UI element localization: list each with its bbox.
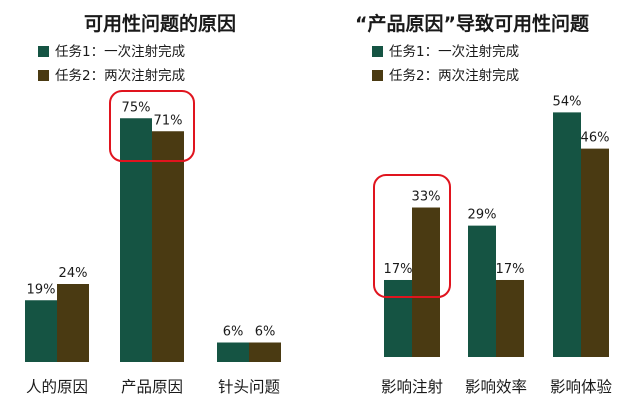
bar-2-产品原因	[152, 131, 184, 362]
data-label-1-针头问题: 6%	[223, 325, 244, 340]
chart-right-category-labels: 影响注射 影响效率 影响体验	[381, 378, 613, 396]
highlight-box	[373, 174, 451, 298]
chart-right-title: “产品原因”导致可用性问题	[355, 12, 589, 35]
data-label-1-人的原因: 19%	[27, 282, 56, 297]
data-label-1-产品原因: 75%	[122, 100, 151, 115]
bar-1-产品原因	[120, 118, 152, 362]
category-label: 人的原因	[26, 378, 88, 396]
chart-left-category-labels: 人的原因 产品原因 针头问题	[26, 378, 280, 396]
data-label-2-针头问题: 6%	[255, 325, 276, 340]
bar-2-人的原因	[57, 284, 89, 362]
legend-swatch-series1	[372, 46, 383, 57]
legend-label-series1: 任务1：一次注射完成	[389, 44, 519, 60]
bar-1-影响注射	[384, 279, 412, 357]
bar-2-影响体验	[581, 148, 609, 357]
bar-1-影响体验	[553, 112, 581, 357]
data-label-2-人的原因: 24%	[59, 266, 88, 281]
category-label: 影响注射	[381, 378, 443, 396]
chart-right-bars: 17% 33% 29% 17% 54% 46%	[373, 94, 610, 357]
chart-left-title: 可用性问题的原因	[84, 12, 236, 35]
chart-left: 可用性问题的原因 任务1：一次注射完成 任务2：两次注射完成 19%24% 75%…	[25, 12, 281, 396]
chart-left-legend: 任务1：一次注射完成 任务2：两次注射完成	[38, 44, 185, 84]
data-label-1-影响注射: 17%	[384, 262, 413, 277]
chart-right-legend: 任务1：一次注射完成 任务2：两次注射完成	[372, 44, 519, 84]
category-label: 产品原因	[121, 378, 183, 396]
legend-label-series1: 任务1：一次注射完成	[55, 44, 185, 60]
category-label: 影响效率	[465, 378, 527, 396]
category-label: 针头问题	[218, 378, 280, 396]
legend-label-series2: 任务2：两次注射完成	[389, 68, 519, 84]
data-label-1-影响体验: 54%	[553, 94, 582, 109]
data-label-2-影响注射: 33%	[412, 190, 441, 205]
chart-right: “产品原因”导致可用性问题 任务1：一次注射完成 任务2：两次注射完成 17% 3…	[355, 12, 612, 396]
legend-swatch-series2	[38, 70, 49, 81]
legend-label-series2: 任务2：两次注射完成	[55, 68, 185, 84]
data-label-1-影响效率: 29%	[468, 208, 497, 223]
legend-swatch-series1	[38, 46, 49, 57]
bar-2-影响效率	[496, 279, 524, 357]
data-label-2-影响体验: 46%	[581, 131, 610, 146]
data-label-2-影响效率: 17%	[496, 262, 525, 277]
bar-1-影响效率	[468, 225, 496, 357]
legend-swatch-series2	[372, 70, 383, 81]
chart-left-bars: 19%24% 75%71% 6% 6%	[25, 90, 281, 362]
category-label: 影响体验	[550, 378, 613, 396]
bar-2-影响注射	[412, 207, 440, 357]
bar-1-针头问题	[217, 342, 249, 362]
highlight-box	[109, 90, 195, 162]
data-label-2-产品原因: 71%	[154, 113, 183, 128]
bar-1-人的原因	[25, 300, 57, 362]
bar-2-针头问题	[249, 342, 281, 362]
